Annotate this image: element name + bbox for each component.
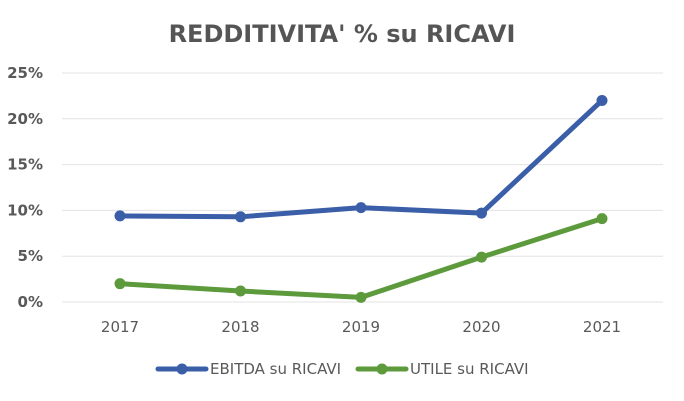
series-0-point bbox=[114, 210, 126, 222]
legend-swatch-marker-1 bbox=[376, 363, 388, 375]
x-axis-ticks: 2017 2018 2019 2020 2021 bbox=[101, 318, 621, 336]
y-tick-label: 0% bbox=[18, 293, 43, 311]
legend-label-1: UTILE su RICAVI bbox=[410, 360, 529, 378]
y-tick-label: 25% bbox=[7, 64, 43, 82]
x-tick-label: 2019 bbox=[342, 318, 380, 336]
y-tick-label: 15% bbox=[7, 156, 43, 174]
series-1-point bbox=[114, 278, 126, 290]
series-1-point bbox=[596, 213, 608, 225]
series-1-point bbox=[355, 291, 367, 303]
x-tick-label: 2021 bbox=[583, 318, 621, 336]
series-0-point bbox=[355, 202, 367, 214]
y-tick-label: 20% bbox=[7, 110, 43, 128]
series-0-point bbox=[476, 207, 487, 219]
legend: EBITDA su RICAVI UTILE su RICAVI bbox=[155, 360, 529, 378]
grid-lines bbox=[62, 72, 663, 303]
y-axis-ticks: 0% 5% 10% 15% 20% 25% bbox=[7, 64, 43, 311]
y-tick-label: 10% bbox=[7, 201, 43, 219]
legend-label-0: EBITDA su RICAVI bbox=[210, 360, 341, 378]
x-tick-label: 2018 bbox=[221, 318, 259, 336]
legend-swatch-marker-0 bbox=[176, 363, 188, 375]
series-1-point bbox=[235, 285, 246, 297]
y-tick-label: 5% bbox=[18, 247, 43, 265]
series-1-point bbox=[476, 251, 487, 263]
x-tick-label: 2017 bbox=[101, 318, 139, 336]
chart-title: REDDITIVITA' % su RICAVI bbox=[169, 20, 516, 48]
series-0-point bbox=[235, 211, 246, 223]
series-line-0 bbox=[117, 97, 605, 220]
series-line-1 bbox=[117, 216, 605, 300]
series-0-point bbox=[596, 94, 608, 106]
x-tick-label: 2020 bbox=[462, 318, 500, 336]
series-lines bbox=[114, 94, 608, 303]
